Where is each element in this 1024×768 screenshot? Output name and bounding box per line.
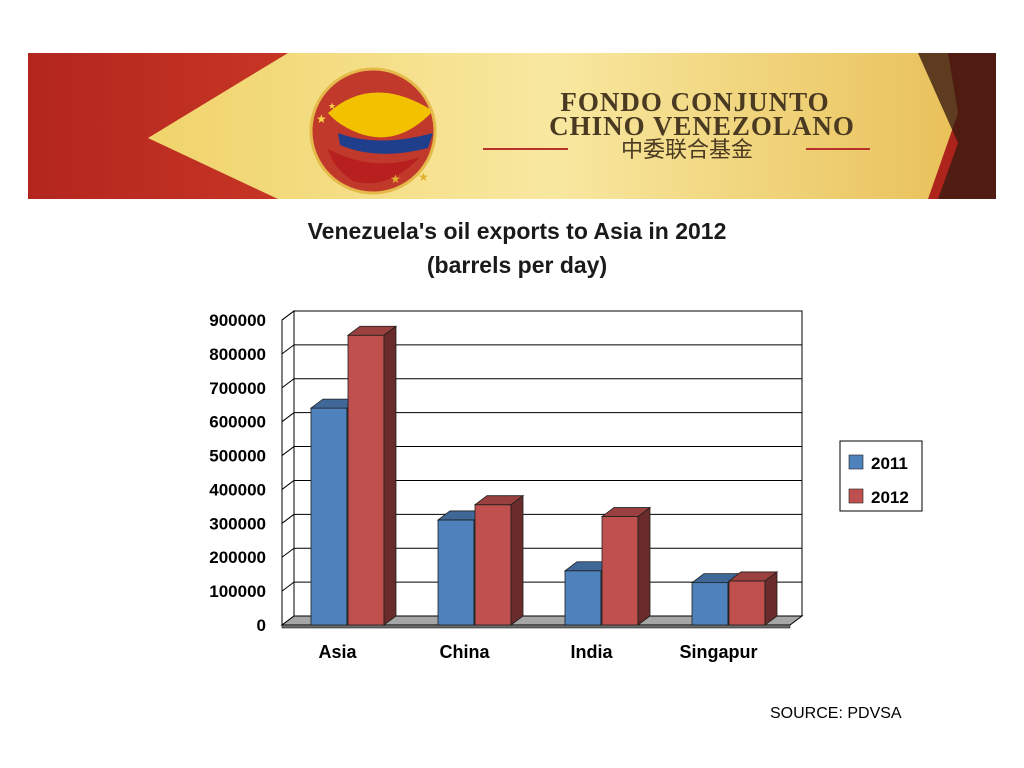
bar-india-2012 <box>600 506 652 626</box>
chart-title-line2: (barrels per day) <box>426 252 608 278</box>
grid-line-side <box>281 446 295 456</box>
grid-line-side <box>281 344 295 355</box>
china-venezuela-emblem-icon: ★ ★ ★ ★ <box>309 67 437 195</box>
x-label-singapur: Singapur <box>679 642 757 662</box>
svg-text:★: ★ <box>390 172 401 186</box>
x-label-asia: Asia <box>318 642 357 662</box>
chart-title: Venezuela's oil exports to Asia in 2012 … <box>0 214 1024 282</box>
grid-line-side <box>281 513 295 524</box>
legend: 2011 2012 <box>839 440 923 512</box>
grid-line-side <box>281 378 295 389</box>
legend-label-2012: 2012 <box>871 488 909 507</box>
svg-text:★: ★ <box>328 101 336 111</box>
chart-title-line1: Venezuela's oil exports to Asia in 2012 <box>307 218 727 244</box>
bar-china-2012 <box>473 494 525 626</box>
y-tick-label: 200000 <box>209 548 266 567</box>
y-tick-label: 300000 <box>209 514 266 533</box>
legend-label-2011: 2011 <box>871 454 908 473</box>
banner-subtitle: 中委联合基金 <box>621 138 753 163</box>
banner-title-line2: CHINO VENEZOLANO <box>549 111 855 141</box>
svg-text:★: ★ <box>418 170 429 184</box>
floor-edge <box>281 624 791 629</box>
y-tick-label: 100000 <box>209 582 266 601</box>
legend-swatch-2011 <box>848 454 864 470</box>
bar-asia-2012 <box>346 325 398 626</box>
bar-singapur-2012 <box>727 571 779 626</box>
chart-floor <box>280 615 804 629</box>
grid-line-side <box>281 581 295 592</box>
y-tick-label: 900000 <box>209 311 266 330</box>
grid-line-side <box>281 412 295 423</box>
plot-side-wall <box>281 310 295 626</box>
banner-title-line1: FONDO CONJUNTO <box>560 87 829 117</box>
grid-line-side <box>281 480 295 490</box>
bars <box>309 325 779 626</box>
y-tick-label: 600000 <box>209 413 266 432</box>
y-tick-label: 500000 <box>209 447 266 466</box>
y-tick-label: 800000 <box>209 345 266 364</box>
bar-chart: 0 100000 200000 300000 400000 500000 600000 700… <box>209 310 923 662</box>
svg-text:★: ★ <box>316 112 327 126</box>
y-tick-label: 700000 <box>209 379 266 398</box>
y-tick-label: 0 <box>257 616 266 635</box>
source-note: SOURCE: PDVSA <box>770 705 902 722</box>
legend-swatch-2012 <box>848 488 864 504</box>
x-label-india: India <box>570 642 613 662</box>
y-axis: 0 100000 200000 300000 400000 500000 600000 700… <box>209 311 283 635</box>
x-axis-labels: Asia China India Singapur <box>318 642 757 662</box>
grid-line-side <box>281 310 295 321</box>
x-label-china: China <box>439 642 490 662</box>
banner-artwork: ★ ★ ★ ★ FONDO CONJUNTO CHINO VENEZOLANO … <box>28 53 996 199</box>
grid-line-side <box>281 547 295 558</box>
y-tick-label: 400000 <box>209 480 266 499</box>
banner: ★ ★ ★ ★ FONDO CONJUNTO CHINO VENEZOLANO … <box>28 53 996 199</box>
